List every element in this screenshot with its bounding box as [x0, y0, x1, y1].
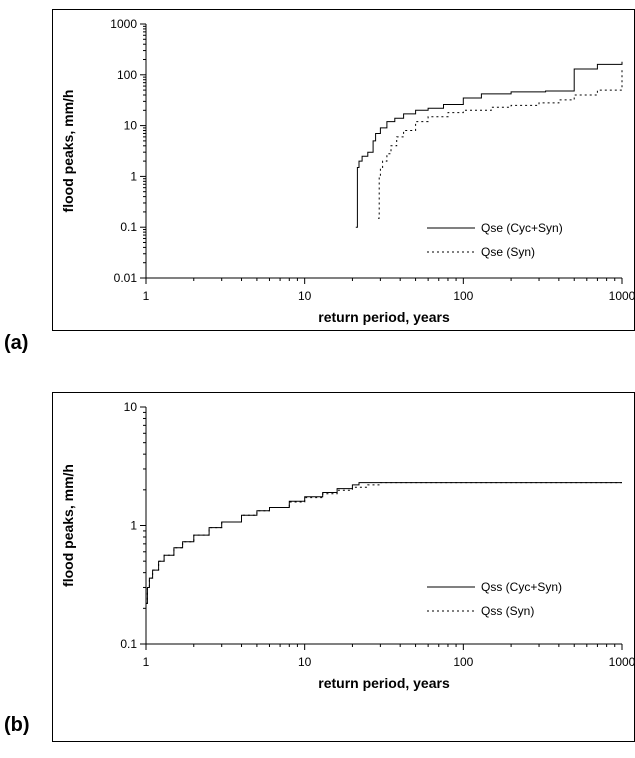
chart-a-y-tick-label: 100: [117, 68, 137, 82]
chart-b-x-tick-label: 1: [143, 655, 150, 669]
panel-label-a: (a): [4, 332, 29, 354]
chart-a-series-syn-line: [378, 69, 623, 219]
chart-a-legend-label: Qse (Cyc+Syn): [481, 221, 563, 235]
chart-a-y-tick-label: 0.01: [114, 271, 138, 285]
chart-a-legend-label: Qse (Syn): [481, 245, 535, 259]
panel-label-b: (b): [4, 714, 30, 736]
chart-a-series-cyc-syn-line: [355, 61, 623, 228]
chart-panel-a: 0.01 0.1 1 10 100 1000 1 10 100 1000 return period…: [52, 9, 635, 331]
chart-b-y-tick-label: 10: [124, 400, 138, 414]
chart-b-legend-label: Qss (Cyc+Syn): [481, 580, 562, 594]
chart-a-y-axis-title: flood peaks, mm/h: [60, 90, 76, 213]
chart-b-y-axis-title: flood peaks, mm/h: [60, 464, 76, 587]
chart-a-x-tick-label: 1000: [609, 289, 634, 303]
chart-b-x-axis-title: return period, years: [318, 675, 450, 691]
chart-a-y-tick-label: 1: [130, 169, 137, 183]
chart-b-legend-label: Qss (Syn): [481, 604, 534, 618]
chart-b-x-tick-label: 1000: [609, 655, 634, 669]
chart-a-y-tick-label: 0.1: [120, 220, 137, 234]
chart-b-x-tick-label: 100: [453, 655, 473, 669]
chart-a-x-tick-label: 10: [298, 289, 312, 303]
chart-a-y-tick-label: 1000: [110, 17, 137, 31]
chart-a-x-axis-title: return period, years: [318, 309, 450, 325]
chart-panel-b: 0.1 1 10 1 10 100 1000 return period, years floo…: [52, 392, 635, 742]
chart-b-y-tick-label: 1: [130, 519, 137, 533]
chart-a-x-tick-label: 100: [453, 289, 473, 303]
chart-b-series-syn-line: [146, 482, 622, 604]
chart-a-svg: 0.01 0.1 1 10 100 1000 1 10 100 1000 return period…: [60, 17, 635, 325]
chart-a-y-tick-label: 10: [124, 119, 138, 133]
chart-a-x-tick-label: 1: [143, 289, 150, 303]
chart-b-svg: 0.1 1 10 1 10 100 1000 return period, years floo…: [60, 400, 635, 691]
chart-b-x-tick-label: 10: [298, 655, 312, 669]
chart-b-y-tick-label: 0.1: [120, 637, 137, 651]
